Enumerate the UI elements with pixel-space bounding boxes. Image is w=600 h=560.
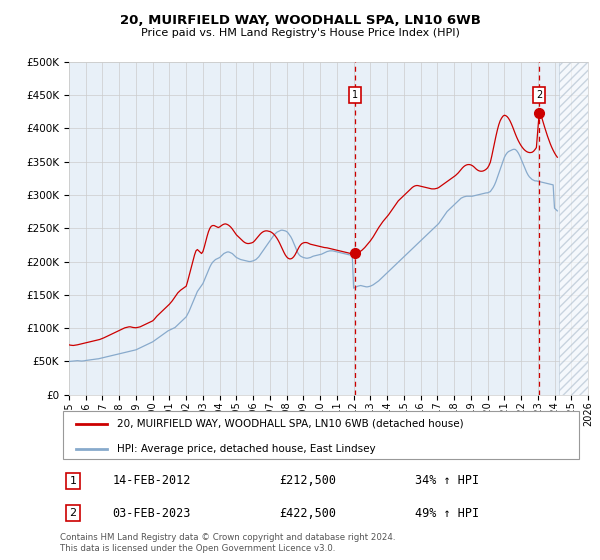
Text: Contains HM Land Registry data © Crown copyright and database right 2024.
This d: Contains HM Land Registry data © Crown c…: [60, 533, 395, 553]
Text: 2: 2: [536, 90, 542, 100]
Text: 20, MUIRFIELD WAY, WOODHALL SPA, LN10 6WB: 20, MUIRFIELD WAY, WOODHALL SPA, LN10 6W…: [119, 14, 481, 27]
Text: £422,500: £422,500: [279, 507, 336, 520]
Text: 20, MUIRFIELD WAY, WOODHALL SPA, LN10 6WB (detached house): 20, MUIRFIELD WAY, WOODHALL SPA, LN10 6W…: [118, 419, 464, 429]
Text: 49% ↑ HPI: 49% ↑ HPI: [415, 507, 479, 520]
Text: 03-FEB-2023: 03-FEB-2023: [112, 507, 191, 520]
Bar: [559, 62, 588, 395]
Text: 2: 2: [70, 508, 77, 518]
FancyBboxPatch shape: [62, 412, 580, 459]
Text: HPI: Average price, detached house, East Lindsey: HPI: Average price, detached house, East…: [118, 444, 376, 454]
Text: £212,500: £212,500: [279, 474, 336, 487]
Text: 1: 1: [70, 476, 77, 486]
Text: 14-FEB-2012: 14-FEB-2012: [112, 474, 191, 487]
Text: 34% ↑ HPI: 34% ↑ HPI: [415, 474, 479, 487]
Text: 1: 1: [352, 90, 358, 100]
Text: Price paid vs. HM Land Registry's House Price Index (HPI): Price paid vs. HM Land Registry's House …: [140, 28, 460, 38]
